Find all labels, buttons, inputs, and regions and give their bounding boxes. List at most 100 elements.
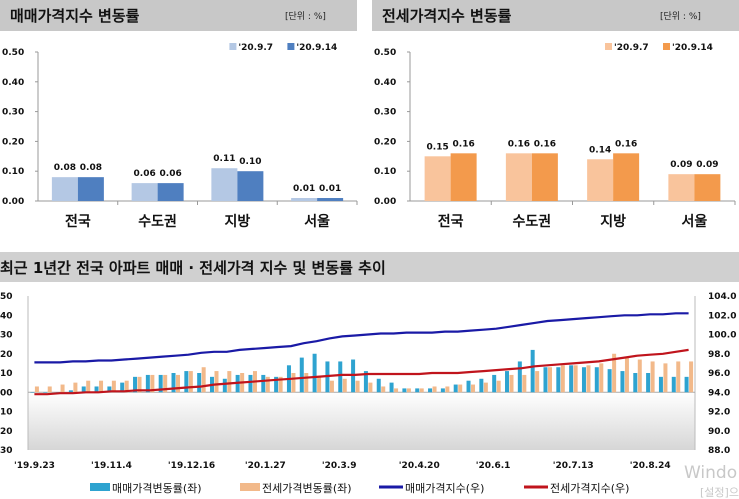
jeonse-change-bar	[201, 367, 206, 393]
left-tick-label: 10	[0, 369, 13, 379]
sale-change-bar	[453, 384, 458, 393]
sale-change-bar	[466, 380, 471, 393]
sale-change-bar	[440, 388, 445, 393]
category-label: 수도권	[513, 214, 552, 230]
sale-change-bar	[594, 367, 599, 393]
jeonse-change-bar	[394, 388, 399, 393]
y-tick-label: 0.30	[374, 108, 396, 118]
jeonse-change-bar	[176, 374, 181, 393]
sale-change-bar	[248, 374, 253, 393]
data-label: 0.16	[534, 139, 556, 149]
legend-swatch	[287, 43, 295, 50]
bar	[694, 174, 721, 201]
jeonse-change-bar	[419, 388, 424, 393]
y-tick-label: 0.30	[2, 108, 24, 118]
negative-area	[28, 392, 695, 450]
jeonse-change-bar	[509, 374, 514, 393]
trend-chart-title: 최근 1년간 전국 아파트 매매 · 전세가격 지수 및 변동률 추이	[0, 259, 386, 277]
right-tick-label: 90.0	[708, 427, 730, 437]
jeonse-change-bar	[406, 388, 411, 393]
sale-change-bar	[646, 373, 651, 393]
y-tick-label: 0.40	[374, 78, 396, 88]
category-label: 지방	[600, 213, 626, 230]
category-label: 지방	[224, 213, 250, 230]
y-tick-label: 0.20	[2, 137, 24, 147]
y-tick-label: 0.40	[2, 78, 24, 88]
x-tick-label: '20.3.9	[322, 461, 357, 471]
jeonse-change-bar	[111, 380, 116, 393]
jeonse-change-bar	[60, 384, 65, 393]
data-label: 0.06	[160, 169, 182, 179]
jeonse-change-bar	[445, 386, 450, 393]
jeonse-change-bar	[547, 367, 552, 393]
jeonse-change-bar-chart: 0.50 0.40 0.30 0.20 0.10 0.00 전국 0.15 0.16 수도권 0.1…	[374, 43, 736, 230]
left-tick-label: 30	[0, 331, 13, 341]
jeonse-change-bar	[368, 382, 373, 393]
sale-change-bar	[517, 361, 522, 393]
bar	[450, 153, 477, 201]
x-tick-label: '20.1.27	[245, 461, 286, 471]
sale-change-bar	[633, 373, 638, 393]
y-tick-label: 0.00	[2, 197, 24, 207]
jeonse-change-bar	[689, 361, 694, 393]
sale-change-bar	[107, 386, 112, 393]
sale-change-bar	[556, 367, 561, 393]
right-tick-label: 94.0	[708, 388, 730, 398]
sale-change-bar	[197, 373, 202, 393]
jeonse-change-bar	[99, 380, 104, 393]
y-tick-label: 0.00	[374, 197, 396, 207]
sale-chart-unit: [단위 : %]	[285, 11, 326, 22]
sale-change-bar	[30, 392, 35, 393]
jeonse-change-bar	[265, 376, 270, 393]
sale-change-bar	[505, 371, 510, 393]
left-tick-label: 10	[0, 408, 13, 418]
sale-chart-header-bar	[0, 0, 357, 31]
legend-swatch	[605, 43, 612, 50]
y-tick-label: 0.10	[2, 167, 24, 177]
data-label: 0.06	[134, 169, 156, 179]
bar	[668, 174, 695, 201]
legend-label: 매매가격지수(우)	[405, 482, 484, 495]
jeonse-chart-header-bar	[372, 0, 739, 31]
data-label: 0.10	[239, 157, 261, 167]
jeonse-change-bar	[163, 374, 168, 393]
data-label: 0.08	[80, 163, 102, 173]
bar	[613, 153, 640, 201]
sale-change-bar	[299, 357, 304, 393]
legend-label: 전세가격지수(우)	[550, 482, 629, 495]
jeonse-change-bar	[47, 386, 52, 393]
bar	[587, 159, 614, 201]
sale-change-bar	[312, 353, 317, 393]
sale-change-bar	[158, 374, 163, 393]
jeonse-change-bar	[612, 353, 617, 393]
sale-change-bar	[222, 378, 227, 393]
sale-change-bar	[68, 390, 73, 393]
right-tick-label: 104.0	[708, 292, 736, 302]
data-label: 0.09	[696, 160, 718, 170]
jeonse-change-bar	[291, 373, 296, 393]
sale-change-bar	[338, 361, 343, 393]
data-label: 0.01	[293, 184, 315, 194]
data-label: 0.01	[319, 184, 341, 194]
x-tick-label: '19.12.16	[168, 461, 215, 471]
data-label: 0.16	[508, 139, 530, 149]
sale-change-bar	[120, 382, 125, 393]
trend-combo-chart: 50 40 30 20 10 00 10 20 30 104.0 102.0 100.0 98.0 96.…	[0, 292, 736, 495]
right-tick-label: 88.0	[708, 446, 730, 456]
jeonse-change-bar	[676, 361, 681, 393]
legend-label: '20.9.7	[238, 43, 273, 53]
jeonse-change-bar	[227, 371, 232, 393]
x-tick-label: '19.9.23	[14, 461, 55, 471]
y-tick-label: 0.20	[374, 137, 396, 147]
category-label: 전국	[438, 213, 464, 230]
legend-label: 전세가격변동률(좌)	[262, 482, 352, 495]
legend-swatch	[90, 483, 110, 491]
left-tick-label: 50	[0, 292, 13, 302]
category-label: 전국	[65, 213, 91, 230]
jeonse-change-bar	[663, 363, 668, 393]
y-tick-label: 0.10	[374, 167, 396, 177]
sale-change-bar	[94, 386, 99, 393]
left-tick-label: 30	[0, 446, 13, 456]
category-label: 수도권	[138, 214, 177, 230]
